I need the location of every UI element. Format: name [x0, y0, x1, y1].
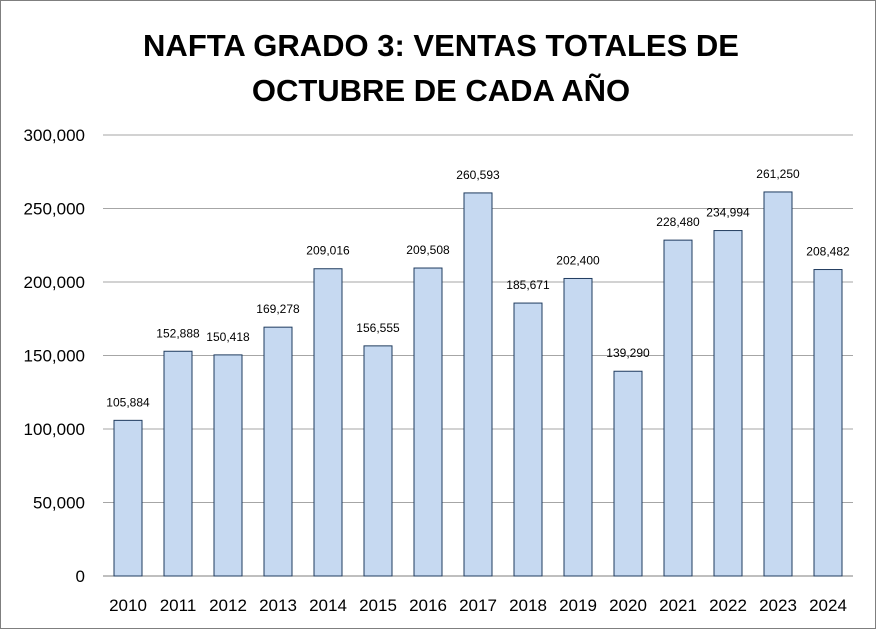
- y-tick-label: 50,000: [33, 494, 85, 513]
- x-tick-label: 2011: [160, 596, 197, 615]
- x-tick-label: 2021: [659, 596, 697, 615]
- bar-2017: [463, 192, 493, 577]
- x-tick-label: 2010: [109, 596, 147, 615]
- y-axis: 0 50,000 100,000 150,000 200,000 250,000 300,0…: [24, 126, 85, 586]
- bar-2024: [813, 269, 843, 577]
- data-label-2010: 105,884: [106, 395, 150, 409]
- data-label-2022: 234,994: [706, 206, 750, 220]
- y-tick-label: 0: [76, 567, 85, 586]
- x-tick-label: 2017: [459, 596, 497, 615]
- y-tick-label: 100,000: [24, 420, 85, 439]
- x-tick-label: 2012: [209, 596, 247, 615]
- bar-2015: [363, 345, 393, 577]
- data-label-2012: 150,418: [206, 330, 250, 344]
- data-label-2015: 156,555: [356, 321, 400, 335]
- bar-2010: [113, 419, 143, 577]
- y-tick-label: 300,000: [24, 126, 85, 145]
- y-tick-label: 250,000: [24, 200, 85, 219]
- bar-2011: [163, 350, 193, 577]
- x-tick-label: 2016: [409, 596, 447, 615]
- data-label-2019: 202,400: [556, 253, 600, 267]
- data-label-2020: 139,290: [606, 346, 650, 360]
- data-label-2017: 260,593: [456, 168, 500, 182]
- data-label-2013: 169,278: [256, 302, 300, 316]
- x-tick-label: 2013: [259, 596, 297, 615]
- x-tick-label: 2022: [709, 596, 747, 615]
- bar-2014: [313, 268, 343, 577]
- bar-2021: [663, 239, 693, 577]
- x-axis: 2010 2011 2012 2013 2014 2015 2016 2017 2018 2019…: [109, 596, 847, 615]
- x-tick-label: 2015: [359, 596, 397, 615]
- bar-2020: [613, 370, 643, 577]
- bar-2012: [213, 354, 243, 577]
- data-label-2011: 152,888: [156, 326, 200, 340]
- y-tick-label: 150,000: [24, 347, 85, 366]
- x-tick-label: 2024: [809, 596, 847, 615]
- data-label-2016: 209,508: [406, 243, 450, 257]
- bar-2013: [263, 326, 293, 577]
- x-tick-label: 2023: [759, 596, 797, 615]
- y-tick-label: 200,000: [24, 273, 85, 292]
- data-label-2023: 261,250: [756, 167, 800, 181]
- x-tick-label: 2020: [609, 596, 647, 615]
- bar-2016: [413, 267, 443, 577]
- x-tick-label: 2014: [309, 596, 347, 615]
- x-tick-label: 2019: [559, 596, 597, 615]
- bar-2023: [763, 191, 793, 577]
- bar-2018: [513, 302, 543, 577]
- data-label-2021: 228,480: [656, 215, 700, 229]
- bar-2019: [563, 277, 593, 577]
- chart-title: NAFTA GRADO 3: VENTAS TOTALES DE OCTUBRE…: [143, 28, 739, 108]
- data-label-2024: 208,482: [806, 245, 850, 259]
- x-tick-label: 2018: [509, 596, 547, 615]
- data-label-2018: 185,671: [506, 278, 550, 292]
- data-label-2014: 209,016: [306, 244, 350, 258]
- bar-2022: [713, 230, 743, 577]
- data-labels: 105,884 152,888 150,418 169,278 209,016 156,5…: [106, 167, 850, 409]
- bars: [113, 191, 843, 577]
